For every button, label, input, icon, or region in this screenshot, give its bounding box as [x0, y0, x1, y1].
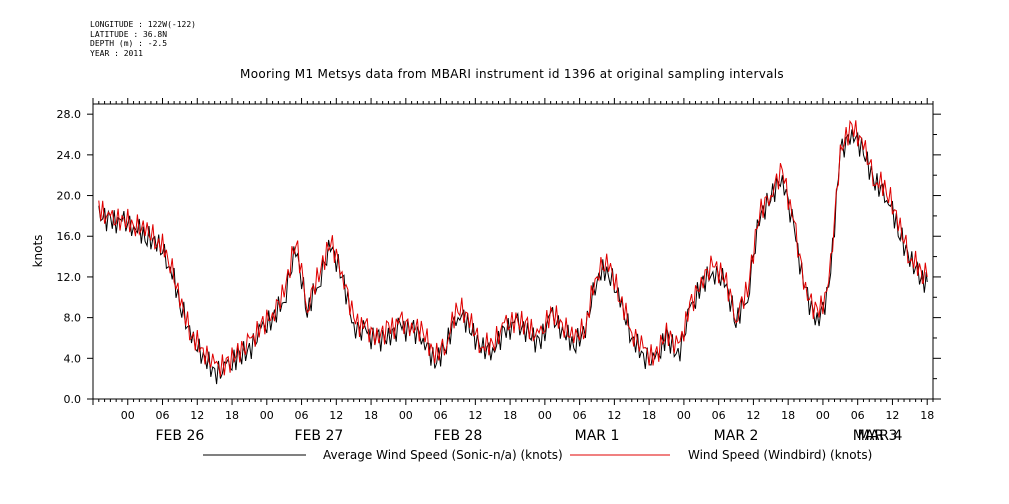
x-hour-label: 00: [121, 409, 135, 422]
x-day-label: MAR 4: [858, 428, 903, 444]
x-hour-label: 12: [329, 409, 343, 422]
x-hour-label: 18: [642, 409, 656, 422]
x-day-label: FEB 26: [156, 428, 205, 444]
plot-frame: [92, 103, 934, 400]
y-tick-label: 20.0: [57, 190, 82, 203]
y-tick-label: 0.0: [64, 393, 82, 406]
series-line-windbird: [98, 119, 928, 377]
y-tick-label: 8.0: [64, 312, 82, 325]
y-tick-label: 4.0: [64, 352, 82, 365]
x-day-label: FEB 28: [434, 428, 483, 444]
x-day-label: MAR 1: [575, 428, 620, 444]
x-hour-label: 12: [190, 409, 204, 422]
x-hour-label: 18: [503, 409, 517, 422]
legend-label-sonic: Average Wind Speed (Sonic-n/a) (knots): [323, 448, 563, 462]
chart-title: Mooring M1 Metsys data from MBARI instru…: [240, 67, 784, 81]
y-tick-label: 24.0: [57, 149, 82, 162]
latitude-text: LATITUDE : 36.8N: [90, 29, 168, 39]
y-tick-label: 16.0: [57, 230, 82, 243]
x-hour-label: 12: [746, 409, 760, 422]
legend-label-windbird: Wind Speed (Windbird) (knots): [688, 448, 872, 462]
x-hour-label: 06: [295, 409, 309, 422]
year-text: YEAR : 2011: [90, 48, 143, 58]
x-hour-label: 18: [364, 409, 378, 422]
x-hour-label: 18: [225, 409, 239, 422]
x-hour-label: 00: [816, 409, 830, 422]
x-hour-label: 18: [781, 409, 795, 422]
x-hour-label: 00: [399, 409, 413, 422]
x-hour-label: 00: [260, 409, 274, 422]
depth-text: DEPTH (m) : -2.5: [90, 39, 168, 48]
longitude-text: LONGITUDE : 122W(-122): [90, 20, 196, 29]
x-hour-label: 06: [851, 409, 865, 422]
x-day-label: MAR 3: [853, 428, 898, 444]
x-hour-label: 18: [920, 409, 934, 422]
x-hour-label: 00: [538, 409, 552, 422]
x-hour-label: 00: [677, 409, 691, 422]
x-hour-label: 06: [434, 409, 448, 422]
x-hour-label: 06: [156, 409, 170, 422]
metadata-block: LONGITUDE : 122W(-122) LATITUDE : 36.8N …: [90, 20, 196, 58]
x-hour-label: 12: [885, 409, 899, 422]
y-tick-label: 12.0: [57, 271, 82, 284]
x-hour-label: 12: [607, 409, 621, 422]
x-day-label: MAR 2: [714, 428, 759, 444]
x-hour-label: 12: [468, 409, 482, 422]
x-day-label: FEB 27: [295, 428, 344, 444]
x-hour-label: 06: [573, 409, 587, 422]
y-axis-label: knots: [31, 235, 45, 268]
series-line-sonic: [98, 129, 928, 385]
x-hour-label: 06: [712, 409, 726, 422]
y-tick-label: 28.0: [57, 108, 82, 121]
